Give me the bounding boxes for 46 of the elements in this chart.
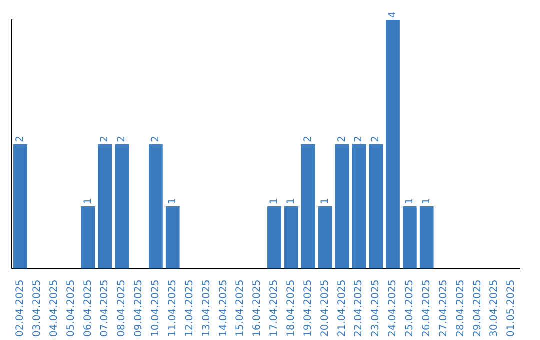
- data-label: 2: [302, 136, 314, 142]
- x-tick-label: 04.04.2025: [48, 280, 60, 338]
- x-tick-label: 08.04.2025: [116, 280, 128, 338]
- data-label: 1: [421, 198, 432, 205]
- x-tick-label: 29.04.2025: [472, 280, 484, 338]
- data-label: 1: [269, 198, 280, 205]
- x-tick-label: 05.04.2025: [66, 280, 77, 338]
- data-label: 2: [370, 136, 382, 142]
- data-label: 2: [100, 136, 111, 142]
- data-label: 4: [388, 12, 399, 18]
- x-tick-label: 24.04.2025: [388, 280, 399, 338]
- x-tick-label: 14.04.2025: [218, 280, 230, 338]
- data-label: 2: [116, 136, 128, 142]
- data-label: 1: [404, 198, 416, 205]
- data-label: 1: [286, 198, 297, 205]
- x-tick-label: 07.04.2025: [100, 280, 111, 338]
- data-label: 1: [82, 198, 94, 205]
- x-tick-label: 30.04.2025: [489, 280, 500, 338]
- x-tick-label: 15.04.2025: [235, 280, 246, 338]
- x-tick-label: 27.04.2025: [438, 280, 450, 338]
- x-tick-label: 10.04.2025: [150, 280, 162, 338]
- x-tick-label: 13.04.2025: [201, 280, 212, 338]
- x-tick-label: 20.04.2025: [320, 280, 331, 338]
- data-label: 2: [354, 136, 365, 142]
- data-label: 2: [336, 136, 348, 142]
- x-tick-label: 06.04.2025: [82, 280, 94, 338]
- data-label: 1: [320, 198, 331, 205]
- x-tick-label: 28.04.2025: [455, 280, 466, 338]
- x-tick-label: 01.05.2025: [506, 280, 518, 338]
- data-label: 2: [15, 136, 26, 142]
- x-tick-label: 21.04.2025: [336, 280, 348, 338]
- x-tick-label: 19.04.2025: [302, 280, 314, 338]
- x-tick-label: 17.04.2025: [269, 280, 280, 338]
- x-tick-label: 03.04.2025: [32, 280, 43, 338]
- x-tick-label: 25.04.2025: [404, 280, 416, 338]
- data-label: 2: [150, 136, 162, 142]
- x-tick-label: 26.04.2025: [421, 280, 432, 338]
- x-tick-label: 02.04.2025: [15, 280, 26, 338]
- x-tick-label: 16.04.2025: [252, 280, 264, 338]
- x-tick-label: 12.04.2025: [184, 280, 196, 338]
- x-tick-label: 09.04.2025: [134, 280, 145, 338]
- x-tick-label: 11.04.2025: [167, 280, 178, 338]
- x-tick-label: 22.04.2025: [354, 280, 365, 338]
- x-tick-label: 18.04.2025: [286, 280, 297, 338]
- data-label: 1: [167, 198, 178, 205]
- x-tick-label: 23.04.2025: [370, 280, 382, 338]
